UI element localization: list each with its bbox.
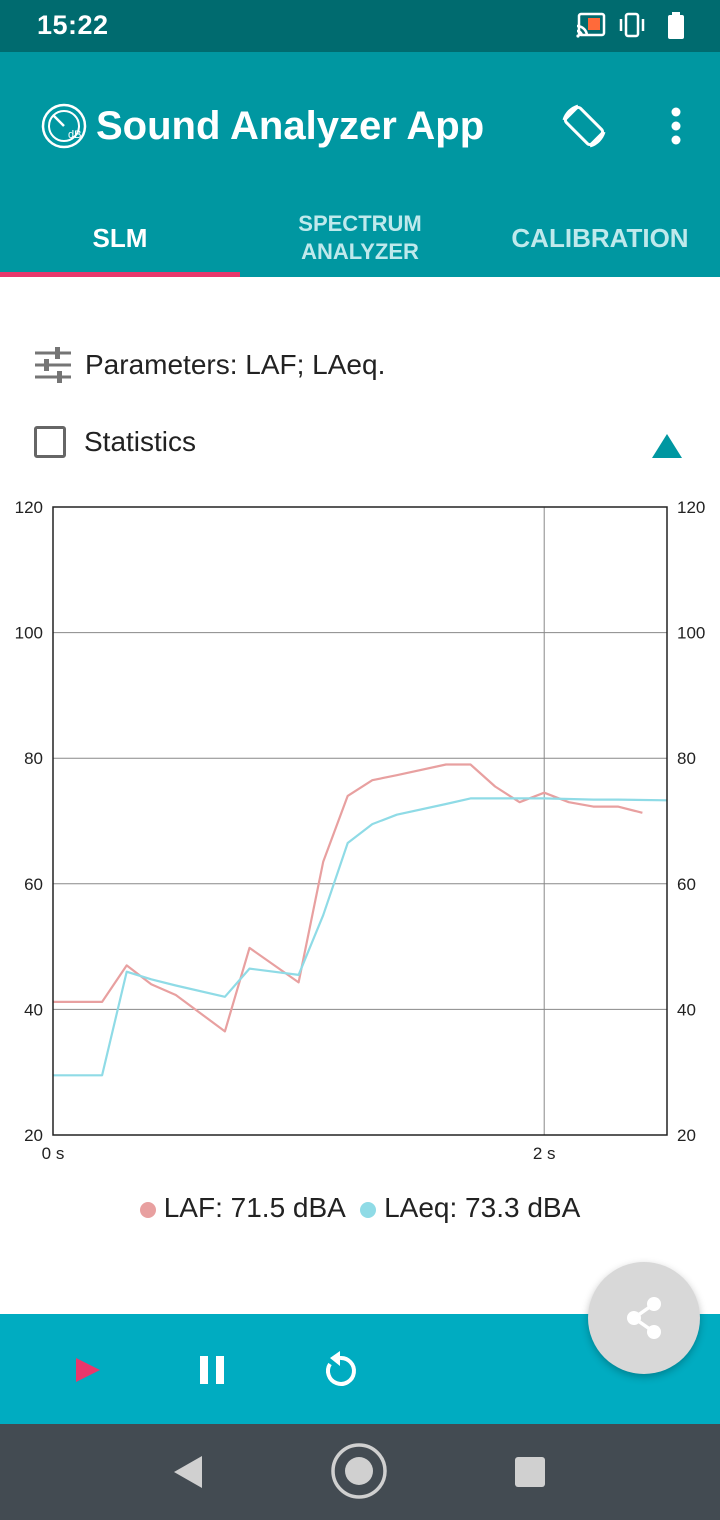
tab-spectrum-analyzer[interactable]: SPECTRUM ANALYZER (298, 210, 422, 264)
battery-icon (668, 12, 684, 39)
y-tick-left: 120 (15, 498, 43, 517)
legend-label-laf: LAF: 71.5 dBA (163, 1192, 345, 1223)
parameters-label: Parameters: LAF; LAeq. (85, 349, 386, 380)
chart-legend: LAF: 71.5 dBA LAeq: 73.3 dBA (0, 1192, 720, 1224)
series-line-laeq (53, 797, 668, 1077)
y-tick-left: 100 (15, 624, 43, 643)
tune-sliders-icon (35, 347, 71, 383)
status-time: 15:22 (37, 10, 109, 40)
back-icon[interactable] (172, 1454, 206, 1490)
y-axis-left: 120 100 80 60 40 20 (15, 498, 43, 1145)
y-tick-right: 100 (677, 624, 705, 643)
cast-icon (576, 12, 606, 38)
y-tick-left: 40 (24, 1000, 43, 1019)
home-icon[interactable] (330, 1442, 388, 1500)
app-title: Sound Analyzer App (96, 104, 485, 148)
legend-label-laeq: LAeq: 73.3 dBA (384, 1192, 581, 1223)
y-tick-right: 60 (677, 875, 696, 894)
tab-calibration[interactable]: CALIBRATION (511, 222, 689, 253)
statistics-row[interactable]: Statistics (34, 426, 196, 458)
statistics-label: Statistics (84, 426, 197, 457)
recents-icon[interactable] (514, 1456, 546, 1488)
parameters-row[interactable]: Parameters: LAF; LAeq. (33, 346, 385, 384)
share-button[interactable] (588, 1262, 700, 1374)
share-icon (627, 1297, 661, 1339)
pause-icon[interactable] (194, 1350, 230, 1390)
play-icon[interactable] (70, 1350, 106, 1390)
legend-dot-laeq (360, 1201, 377, 1218)
y-tick-right: 120 (677, 498, 705, 517)
series-line-laf (53, 763, 643, 1033)
legend-item-laf: LAF: 71.5 dBA (139, 1192, 345, 1223)
statistics-checkbox[interactable] (34, 426, 66, 458)
sound-level-chart: 120 100 80 60 40 20 120 100 80 60 40 20 0 s 2 s (15, 498, 706, 1163)
y-tick-left: 80 (24, 749, 43, 768)
y-tick-right: 20 (677, 1126, 696, 1145)
plot-frame (52, 506, 668, 1136)
logo-text: dB (68, 129, 81, 141)
vibrate-icon (619, 12, 645, 38)
sound-meter-logo-icon: dB (41, 103, 87, 149)
y-tick-right: 40 (677, 1000, 696, 1019)
y-tick-left: 20 (24, 1126, 43, 1145)
system-nav-bar (0, 1424, 720, 1520)
reset-icon[interactable] (320, 1350, 360, 1390)
x-tick: 2 s (533, 1144, 556, 1163)
y-tick-left: 60 (24, 875, 43, 894)
screen-rotation-icon[interactable] (558, 100, 610, 152)
x-tick: 0 s (42, 1144, 65, 1163)
legend-dot-laf (139, 1201, 156, 1218)
y-axis-right: 120 100 80 60 40 20 (677, 498, 705, 1145)
collapse-triangle-icon[interactable] (650, 432, 684, 460)
legend-item-laeq: LAeq: 73.3 dBA (360, 1192, 580, 1223)
x-axis: 0 s 2 s (42, 1144, 556, 1163)
status-bar: 15:22 (0, 0, 720, 52)
y-tick-right: 80 (677, 749, 696, 768)
chart-series (53, 763, 668, 1077)
app-bar (0, 52, 720, 277)
tab-slm[interactable]: SLM (92, 222, 148, 253)
chart-grid (53, 507, 667, 1135)
more-options-icon[interactable] (664, 106, 688, 146)
tab-indicator (0, 272, 240, 277)
